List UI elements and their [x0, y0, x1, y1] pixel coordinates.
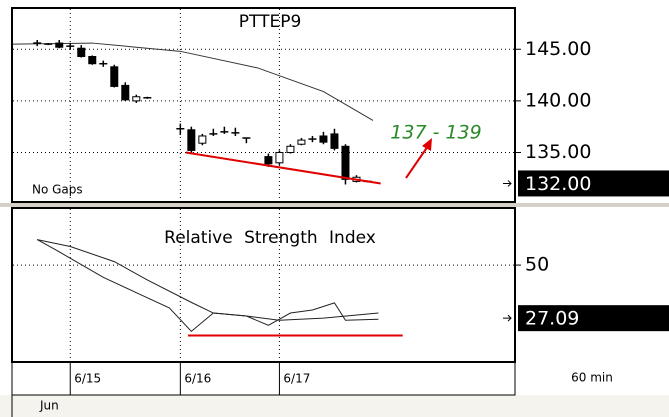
y-tick-label: 135.00 [525, 141, 591, 163]
y-tick-label: 50 [525, 254, 549, 276]
candle-body [341, 145, 350, 180]
arrow-head [422, 138, 432, 151]
candle-body [121, 84, 130, 101]
x-tick-label: 6/15 [74, 372, 101, 386]
price-frame [11, 7, 516, 203]
candle-body [132, 96, 141, 102]
month-label: Jun [39, 399, 59, 413]
candle-body [319, 135, 328, 143]
rsi-line [37, 239, 379, 321]
separator [0, 203, 669, 207]
candle-body [88, 55, 97, 65]
last-value-arrow [503, 314, 512, 322]
annotation: 137 - 139 [390, 122, 481, 144]
candle-body [330, 133, 339, 149]
last-value-label: 27.09 [525, 308, 579, 330]
y-tick-label: 145.00 [525, 38, 591, 60]
candle-body [297, 139, 306, 145]
x-axis-frame [11, 361, 516, 396]
note: No Gaps [32, 183, 83, 197]
x-tick-label: 6/16 [184, 372, 211, 386]
x-tick-label: 6/17 [283, 372, 310, 386]
candle-body [77, 47, 86, 57]
rsi-title: Relative Strength Index [164, 228, 376, 248]
candle-body [198, 135, 207, 144]
candle-body [275, 151, 284, 164]
interval-label: 60 min [571, 371, 613, 385]
last-value-box [518, 170, 669, 197]
candle-body [286, 145, 295, 153]
candle-body [55, 42, 64, 48]
y-tick-label: 140.00 [525, 89, 591, 111]
candle-body [187, 129, 196, 151]
moving-average [12, 42, 374, 121]
footer [0, 395, 669, 417]
chart-title: PTTEP9 [239, 12, 302, 32]
last-value-arrow [503, 180, 512, 187]
last-value-box [518, 305, 669, 332]
trend-line [185, 151, 381, 185]
arrow [405, 145, 429, 179]
candle-body [110, 66, 119, 87]
last-value-label: 132.00 [525, 173, 591, 195]
candle-body [264, 156, 273, 165]
